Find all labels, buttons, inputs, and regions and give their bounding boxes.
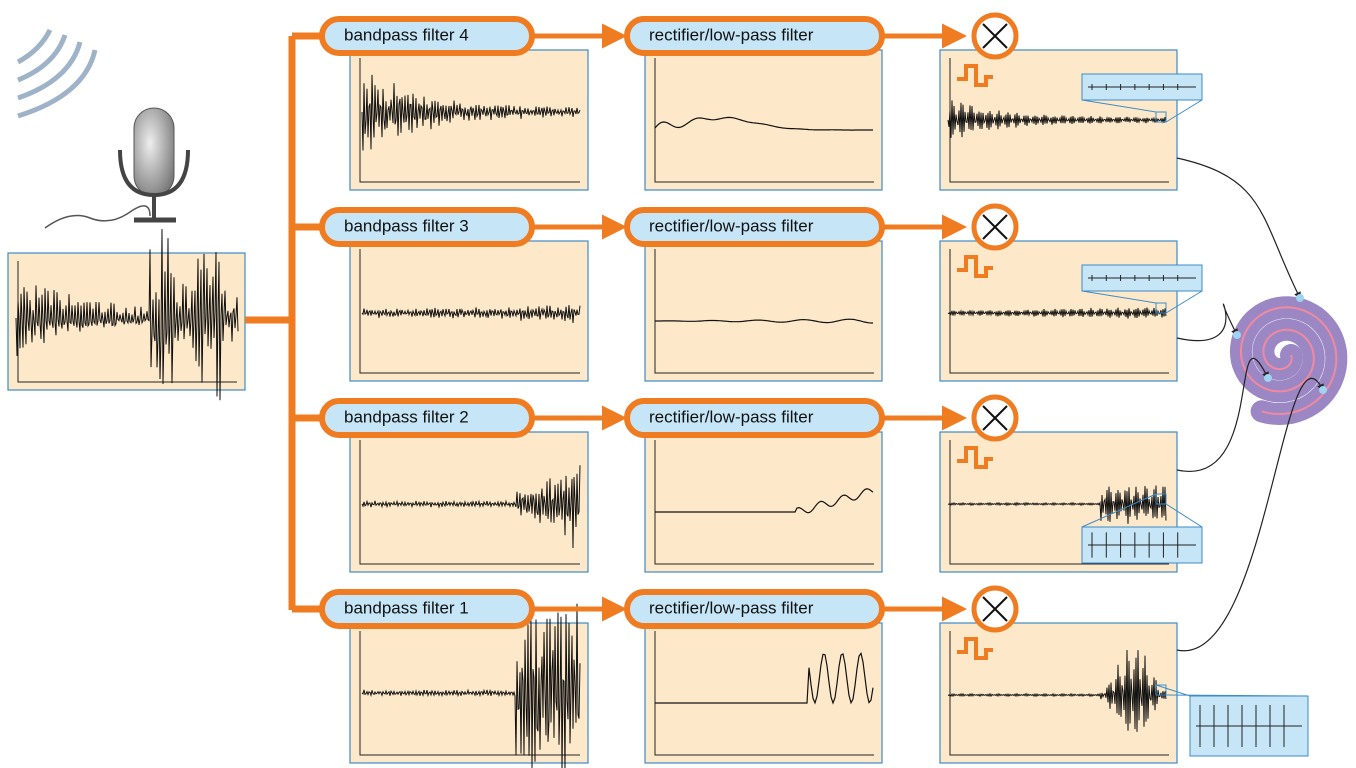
panel (7, 252, 246, 391)
zoom-lines (1155, 684, 1309, 697)
zoom-lines (1081, 99, 1203, 123)
cochlea-core (1239, 306, 1338, 416)
envelope (655, 318, 873, 324)
wire (1176, 378, 1324, 652)
axes (654, 58, 874, 183)
zoom-box (1155, 684, 1167, 696)
stage-label: bandpass filter 2 (344, 407, 469, 426)
zoom-lines (1081, 290, 1203, 314)
stage-label: bandpass filter 1 (344, 598, 469, 617)
pulse-train (1088, 84, 1196, 90)
axes (654, 631, 874, 756)
panel (644, 431, 883, 573)
waveform (15, 229, 239, 401)
pulse-train (1088, 532, 1196, 558)
waveform (361, 74, 581, 151)
sound-waves (16, 28, 98, 119)
panel (349, 240, 589, 382)
zoom-lines (1081, 493, 1203, 528)
waveform (361, 603, 581, 768)
zoom-box (1155, 493, 1167, 505)
panel (644, 622, 883, 764)
waveform (361, 305, 581, 324)
stage-box (624, 16, 885, 56)
electrode (1296, 294, 1304, 302)
axes (359, 631, 580, 756)
multiply-sign (982, 596, 1008, 622)
waveform (361, 465, 581, 549)
stage-box (624, 398, 885, 438)
panel (644, 49, 883, 191)
stage-box (319, 16, 535, 56)
waveform (947, 649, 1167, 732)
electrode (1319, 386, 1327, 394)
stage-label: rectifier/low-pass filter (649, 25, 814, 44)
waveform (947, 485, 1167, 524)
axes (654, 440, 874, 565)
stage-box (319, 207, 535, 247)
stage-label: bandpass filter 3 (344, 216, 469, 235)
zoom-box (1155, 111, 1167, 123)
stage-label: rectifier/low-pass filter (649, 407, 814, 426)
envelope (654, 116, 873, 131)
pulse-train (1088, 275, 1196, 281)
stage-label: rectifier/low-pass filter (649, 598, 814, 617)
axes (359, 249, 580, 374)
stage-box (624, 207, 885, 247)
stage-label: rectifier/low-pass filter (649, 216, 814, 235)
waveform (947, 100, 1167, 138)
axes (949, 631, 1169, 756)
axes (654, 249, 874, 374)
pulse-icon (957, 255, 993, 278)
axes (949, 58, 1169, 183)
waveform (947, 307, 1167, 319)
stage-label: bandpass filter 4 (344, 25, 469, 44)
stage-box (319, 589, 535, 629)
axes (359, 58, 580, 183)
axes (949, 249, 1169, 374)
pulse-icon (957, 446, 993, 469)
wire (1176, 358, 1269, 473)
zoom-box (1155, 302, 1167, 314)
electrode (1264, 374, 1272, 382)
multiply-sign (982, 214, 1008, 240)
electrode (1233, 331, 1241, 339)
multiply-sign (982, 23, 1008, 49)
multiply-sign (982, 405, 1008, 431)
pulse-train (1196, 705, 1302, 747)
pipeline: bandpass filter 4 rectifier/low-pass filt… (7, 12, 1348, 768)
stage-box (319, 398, 535, 438)
panel (644, 240, 883, 382)
microphone (44, 107, 190, 229)
stage-box (624, 589, 885, 629)
wire (1176, 157, 1301, 300)
axes (949, 440, 1169, 565)
pulse-icon (957, 637, 993, 660)
wire (1176, 303, 1238, 342)
envelope (655, 651, 874, 705)
axes (359, 440, 580, 565)
envelope (655, 488, 874, 514)
pulse-icon (957, 64, 993, 87)
